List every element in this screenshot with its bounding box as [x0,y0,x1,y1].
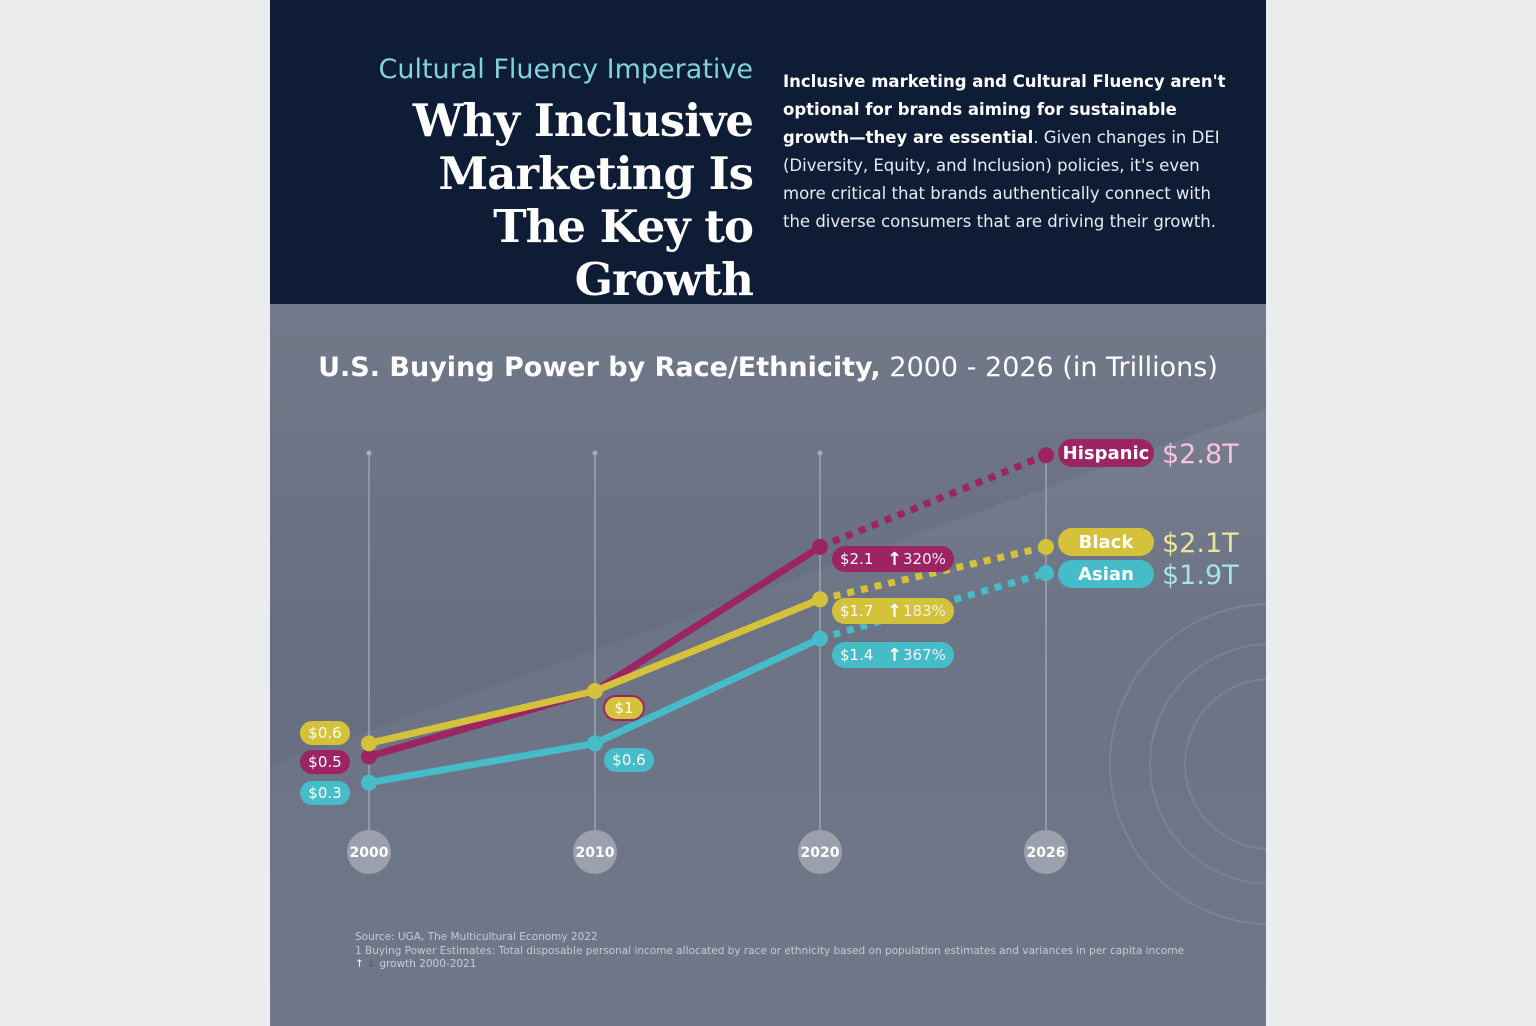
gridline-cap [592,450,598,456]
growth-percent-black: 183% [903,602,946,620]
arrow-up-icon: ↑ [355,958,364,970]
data-point-asian-2020 [812,630,828,647]
growth-percent-asian: 367% [903,646,946,664]
chart: 2000 2010 2020 2026$0.5$0.6$0.3$1$0.6$2.1 ↑ 3… [270,304,1266,925]
growth-legend: ↑ ↓ growth 2000-2021 [355,958,1184,972]
growth-percent-hispanic: 320% [903,550,946,568]
year-bubble-2000 [347,830,391,874]
value-2026-black: $2.1T [1162,528,1239,559]
definition-note: 1 Buying Power Estimates: Total disposab… [355,944,1185,957]
growth-pill-asian [832,642,954,668]
data-point-hispanic-2020 [812,538,828,555]
chart-title-main: U.S. Buying Power by Race/Ethnicity, [318,352,881,383]
intro-bold: Inclusive marketing and Cultural Fluency… [783,72,1226,147]
data-point-black-2010 [587,683,603,699]
data-point-asian-2000 [361,774,377,791]
year-bubble-2020 [798,830,842,874]
label-2020-asian: $1.4 [840,646,873,664]
chart-title-range: 2000 - 2026 (in Trillions) [889,352,1218,383]
decorative-circles [1109,603,1266,925]
projection-line-black [819,543,1047,603]
value-2026-hispanic: $2.8T [1162,439,1239,470]
growth-legend-text: growth 2000-2021 [379,958,477,970]
value-2026-asian: $1.9T [1162,560,1239,591]
data-point-hispanic-2000 [361,748,377,765]
footnotes: Source: UGA, The Multicultural Economy 2… [355,931,1184,972]
label-2000-black-bg [300,721,350,745]
data-point-hispanic-2026 [1038,447,1054,464]
intro-rest: . Given changes in DEI (Diversity, Equit… [783,128,1220,231]
arrow-up-icon: ↑ [887,645,902,666]
infographic: Cultural Fluency Imperative Why Inclusiv… [270,0,1266,1026]
label-2000-asian: $0.3 [308,784,341,802]
gridline-cap [817,450,823,456]
x-tick-label: 2026 [1027,845,1066,861]
source-note: Source: UGA, The Multicultural Economy 2… [355,931,598,943]
year-bubble-2026 [1024,830,1068,874]
intro-text: Inclusive marketing and Cultural Fluency… [783,68,1238,236]
arrow-up-icon: ↑ [887,549,902,570]
label-2000-hispanic: $0.5 [308,753,341,771]
x-tick-label: 2020 [801,845,840,861]
label-2010-hispanic-black: $1 [614,699,633,717]
label-2010-asian: $0.6 [612,751,645,769]
legend-label-black: Black [1079,532,1135,553]
page-title: Why Inclusive Marketing Is The Key to Gr… [412,94,754,306]
x-tick-label: 2000 [350,845,389,861]
label-2010-hispanic-black-bg [603,695,645,721]
arrow-up-icon: ↑ [887,601,902,622]
label-2000-asian-bg [300,781,350,805]
year-bubble-2010 [573,830,617,874]
data-point-asian-2010 [587,735,603,752]
data-point-black-2026 [1038,538,1054,555]
gridline-cap [366,450,372,456]
label-2000-black: $0.6 [308,724,341,742]
chart-title: U.S. Buying Power by Race/Ethnicity, 200… [270,352,1266,383]
label-2000-hispanic-bg [300,750,350,774]
label-2020-black: $1.7 [840,602,873,620]
legend-label-hispanic: Hispanic [1063,443,1150,464]
legend-pill-hispanic [1058,439,1154,467]
header: Cultural Fluency Imperative Why Inclusiv… [270,0,1266,306]
label-2010-asian-bg [604,748,654,772]
data-point-asian-2026 [1038,565,1054,582]
label-2020-hispanic: $2.1 [840,550,873,568]
data-point-black-2000 [361,735,377,752]
legend-pill-asian [1058,560,1154,588]
x-tick-label: 2010 [576,845,615,861]
growth-pill-hispanic [832,546,954,572]
legend-label-asian: Asian [1078,564,1134,585]
background-band [270,304,1266,766]
chart-area: 2000 2010 2020 2026 $0.5 $0.6 $0.3 $1 $0.6 $2.1 ↑ 3… [270,304,1266,1026]
arrow-down-icon: ↓ [367,958,376,970]
data-point-black-2020 [812,591,828,608]
kicker: Cultural Fluency Imperative [378,54,753,85]
legend-pill-black [1058,528,1154,556]
growth-pill-black [832,598,954,624]
